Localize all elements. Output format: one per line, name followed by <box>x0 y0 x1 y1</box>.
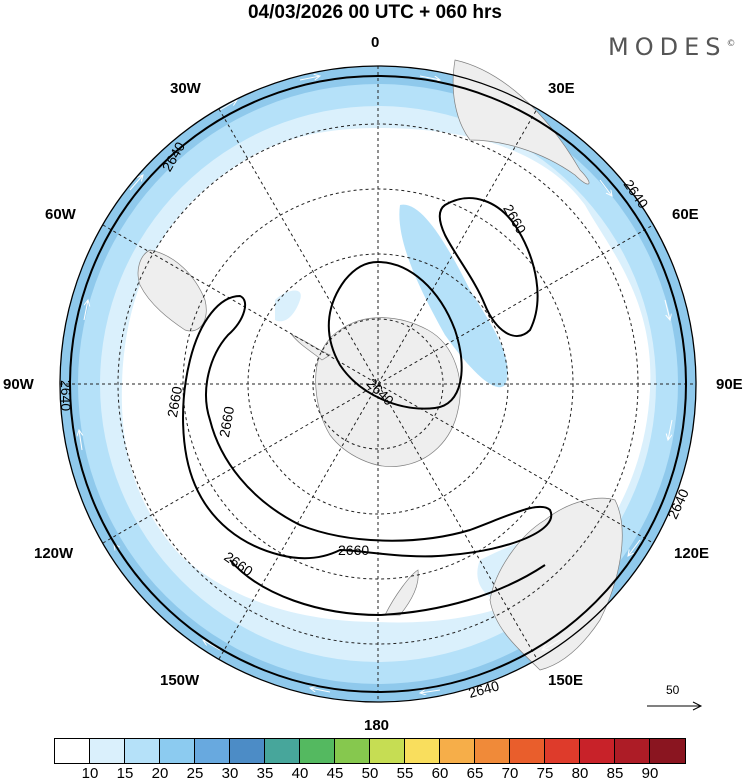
contour-2640-outer <box>69 75 687 693</box>
colorbar-tick-label: 40 <box>291 765 309 782</box>
colorbar-swatch <box>405 739 440 763</box>
colorbar-swatch <box>510 739 545 763</box>
lon-label-60e: 60E <box>672 206 699 223</box>
wind-arrow <box>668 419 673 440</box>
colorbar-tick-label: 25 <box>186 765 204 782</box>
vector-reference-value: 50 <box>666 683 680 697</box>
colorbar-tick-label: 10 <box>81 765 99 782</box>
colorbar-swatch <box>545 739 580 763</box>
colorbar-swatch <box>440 739 475 763</box>
jet-streak-atlantic <box>399 204 508 388</box>
modes-logo: MODES© <box>608 33 735 61</box>
contour-label: 2660 <box>338 542 369 558</box>
colorbar-swatch <box>230 739 265 763</box>
lon-label-60w: 60W <box>45 206 76 223</box>
wind-arrow <box>79 430 82 451</box>
contour-label: 2640 <box>58 380 74 411</box>
colorbar-tick-label: 35 <box>256 765 274 782</box>
wind-speed-colorbar <box>54 738 686 764</box>
colorbar-swatch <box>90 739 125 763</box>
lon-label-0: 0 <box>371 34 380 51</box>
wind-arrow <box>219 100 237 111</box>
lon-label-180: 180 <box>364 717 390 734</box>
south-america <box>137 249 207 332</box>
colorbar-swatch <box>160 739 195 763</box>
colorbar-swatch <box>265 739 300 763</box>
contour-2660-south <box>229 559 546 617</box>
meridian-120 <box>102 224 654 544</box>
colorbar-swatch <box>650 739 685 763</box>
colorbar-swatch <box>335 739 370 763</box>
contour-label: 2660 <box>164 385 185 419</box>
colorbar-tick-label: 75 <box>536 765 554 782</box>
contour-2660-north <box>438 197 539 337</box>
meridian-30 <box>218 108 538 660</box>
colorbar-tick-label: 50 <box>361 765 379 782</box>
colorbar-tick-label: 80 <box>571 765 589 782</box>
africa <box>452 59 590 185</box>
lon-label-90e: 90E <box>716 376 743 393</box>
height-contours <box>69 75 687 693</box>
australia <box>489 497 623 671</box>
colorbar-swatch <box>55 739 90 763</box>
colorbar-tick-label: 15 <box>116 765 134 782</box>
wind-arrow <box>499 99 518 108</box>
lon-label-120w: 120W <box>34 545 74 562</box>
colorbar-ticks: 10 15 20 25 30 35 40 45 50 55 60 65 70 75 80 85 90 <box>0 765 750 782</box>
contour-2640-center <box>327 260 463 410</box>
contour-2660-west <box>182 294 553 560</box>
colorbar-tick-label: 55 <box>396 765 414 782</box>
colorbar-tick-label: 90 <box>641 765 659 782</box>
wind-arrow <box>542 639 561 650</box>
brand-name: MODES <box>608 33 727 61</box>
vector-legend: 50 <box>647 683 703 711</box>
lon-label-150w: 150W <box>160 672 200 689</box>
wind-arrow <box>599 179 612 196</box>
lon-label-150e: 150E <box>548 672 584 689</box>
lon-label-90w: 90W <box>3 376 34 393</box>
lon-label-30w: 30W <box>170 80 201 97</box>
map-boundary <box>59 65 697 703</box>
colorbar-tick-label: 45 <box>326 765 344 782</box>
colorbar-tick-label: 20 <box>151 765 169 782</box>
vector-reference-arrowhead <box>692 701 703 711</box>
meridian-60 <box>102 224 654 544</box>
wind-arrow <box>664 299 670 320</box>
colorbar-swatch <box>370 739 405 763</box>
colorbar-tick-label: 30 <box>221 765 239 782</box>
wind-arrow <box>83 300 88 321</box>
lon-label-120e: 120E <box>674 545 710 562</box>
jet-streak-pacific <box>275 290 301 322</box>
lon-label-30e: 30E <box>548 80 575 97</box>
wind-arrow <box>299 76 320 80</box>
colorbar-tick-label: 65 <box>466 765 484 782</box>
wind-arrow <box>203 640 221 651</box>
wind-arrow <box>420 690 441 693</box>
wind-arrow <box>129 175 143 191</box>
colorbar-swatch <box>195 739 230 763</box>
colorbar-swatch <box>615 739 650 763</box>
wind-arrow <box>419 75 440 80</box>
contour-label: 2640 <box>467 677 501 701</box>
colorbar-swatch <box>300 739 335 763</box>
contour-label: 2660 <box>216 405 237 439</box>
lat-circle-1 <box>312 318 444 450</box>
map-title: 04/03/2026 00 UTC + 060 hrs <box>247 2 503 23</box>
new-zealand <box>384 569 419 616</box>
wind-arrow <box>628 539 641 556</box>
copyright-mark: © <box>726 39 736 49</box>
colorbar-swatch <box>125 739 160 763</box>
wind-arrow <box>310 688 331 693</box>
colorbar-swatch <box>580 739 615 763</box>
colorbar-tick-label: 70 <box>501 765 519 782</box>
colorbar-tick-label: 85 <box>606 765 624 782</box>
colorbar-tick-label: 60 <box>431 765 449 782</box>
colorbar-swatch <box>475 739 510 763</box>
